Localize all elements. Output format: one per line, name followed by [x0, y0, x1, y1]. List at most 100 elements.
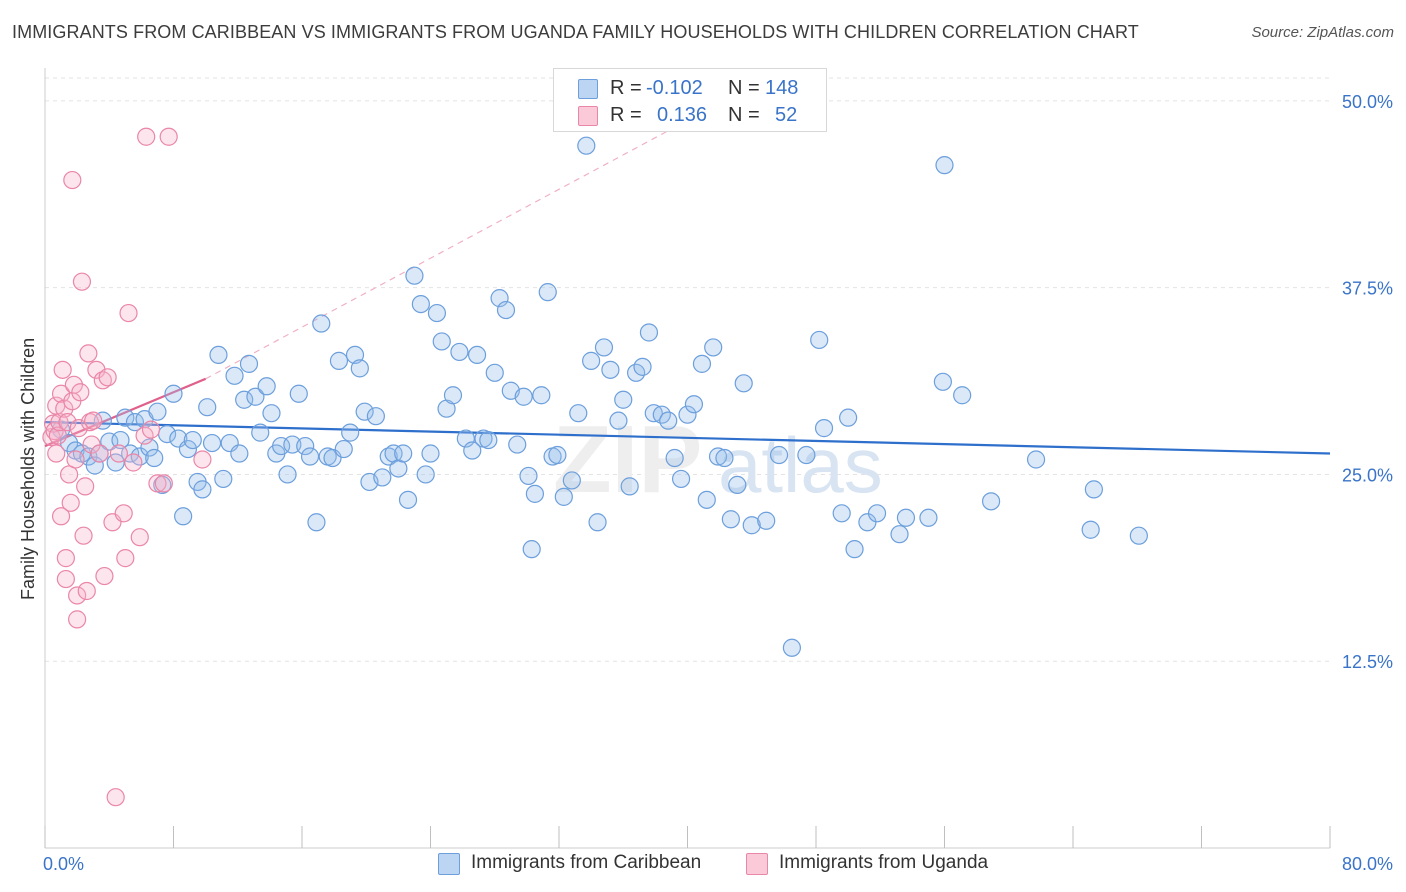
- data-point-caribbean: [582, 351, 601, 370]
- data-point-caribbean: [554, 487, 573, 506]
- data-point-caribbean: [1129, 526, 1148, 545]
- series-legend-label-caribbean: Immigrants from Caribbean: [471, 852, 702, 873]
- data-point-uganda: [71, 383, 90, 402]
- data-point-caribbean: [692, 354, 712, 373]
- data-point-caribbean: [810, 330, 829, 350]
- data-point-caribbean: [193, 480, 212, 499]
- data-point-caribbean: [116, 408, 135, 427]
- data-point-uganda: [141, 420, 161, 439]
- data-point-caribbean: [577, 136, 596, 155]
- data-point-caribbean: [609, 411, 628, 430]
- data-point-caribbean: [296, 436, 315, 456]
- watermark: ZIP atlas: [553, 406, 883, 513]
- data-point-caribbean: [379, 447, 398, 466]
- data-point-caribbean: [178, 439, 198, 459]
- data-point-caribbean: [239, 354, 259, 373]
- y-axis-label: Family Households with Children: [18, 337, 38, 600]
- data-point-caribbean: [230, 444, 249, 463]
- data-point-caribbean: [684, 395, 704, 414]
- data-point-uganda: [56, 549, 75, 568]
- data-point-caribbean: [671, 469, 691, 489]
- data-point-caribbean: [845, 540, 864, 559]
- data-point-caribbean: [366, 407, 385, 426]
- legend-n-label: N =: [728, 77, 760, 99]
- data-point-caribbean: [896, 508, 916, 527]
- data-point-caribbean: [757, 511, 776, 530]
- data-point-caribbean: [715, 448, 734, 468]
- data-point-uganda: [98, 368, 117, 387]
- data-point-caribbean: [697, 490, 716, 509]
- data-point-caribbean: [620, 477, 639, 496]
- data-point-caribbean: [329, 351, 349, 370]
- y-tick-label: 50.0%: [1342, 92, 1393, 112]
- data-point-caribbean: [398, 490, 418, 509]
- data-point-caribbean: [532, 386, 551, 405]
- data-point-caribbean: [981, 492, 1001, 511]
- data-point-caribbean: [548, 445, 567, 465]
- data-point-caribbean: [350, 359, 369, 378]
- legend-row-uganda: R = 0.136 N = 52: [554, 102, 826, 128]
- legend-r-label: R =: [610, 77, 642, 99]
- data-point-uganda: [116, 549, 135, 568]
- legend-r-value-uganda: 0.136: [657, 104, 708, 126]
- data-point-caribbean: [111, 430, 130, 450]
- data-point-uganda: [119, 303, 138, 323]
- data-point-caribbean: [450, 342, 469, 362]
- data-point-caribbean: [721, 510, 740, 529]
- data-point-caribbean: [183, 430, 202, 450]
- data-point-caribbean: [443, 386, 463, 405]
- chart-title: IMMIGRANTS FROM CARIBBEAN VS IMMIGRANTS …: [12, 22, 1139, 42]
- data-point-caribbean: [890, 525, 909, 544]
- data-point-uganda: [130, 528, 149, 547]
- data-point-caribbean: [432, 332, 451, 351]
- data-point-caribbean: [633, 357, 652, 376]
- data-point-caribbean: [839, 408, 858, 427]
- x-tick-label-min: 0.0%: [43, 854, 84, 874]
- data-point-caribbean: [174, 507, 193, 526]
- data-point-uganda: [51, 507, 71, 526]
- data-point-caribbean: [538, 283, 557, 302]
- data-point-caribbean: [198, 398, 217, 417]
- data-point-caribbean: [742, 516, 761, 535]
- data-point-caribbean: [405, 266, 424, 285]
- data-point-caribbean: [278, 465, 297, 484]
- data-point-caribbean: [588, 513, 607, 532]
- legend-n-value-caribbean: 148: [765, 77, 799, 99]
- legend-r-label: R =: [610, 104, 642, 126]
- data-point-caribbean: [225, 366, 244, 385]
- data-point-caribbean: [639, 323, 659, 342]
- data-point-uganda: [79, 344, 98, 363]
- data-point-uganda: [58, 413, 77, 432]
- data-point-caribbean: [300, 447, 320, 466]
- data-point-caribbean: [519, 466, 538, 486]
- data-point-caribbean: [411, 295, 430, 314]
- legend-swatch-uganda: [578, 106, 598, 126]
- data-point-caribbean: [312, 314, 331, 333]
- data-point-uganda: [76, 477, 95, 496]
- data-point-uganda: [90, 444, 109, 463]
- data-point-uganda: [93, 371, 112, 390]
- data-point-uganda: [84, 411, 103, 430]
- data-point-caribbean: [209, 345, 228, 365]
- data-point-caribbean: [562, 471, 581, 490]
- data-point-caribbean: [164, 384, 183, 403]
- legend-r-value-caribbean: -0.102: [646, 77, 703, 99]
- legend-swatch-caribbean: [578, 79, 598, 99]
- data-point-caribbean: [797, 445, 816, 465]
- data-point-caribbean: [496, 300, 516, 320]
- data-point-caribbean: [85, 456, 104, 475]
- data-point-caribbean: [569, 404, 588, 423]
- data-point-uganda: [95, 566, 114, 586]
- data-point-uganda: [148, 474, 167, 493]
- data-point-uganda: [109, 444, 128, 463]
- data-point-caribbean: [262, 404, 281, 423]
- data-point-uganda: [193, 450, 212, 469]
- data-point-caribbean: [373, 468, 392, 487]
- data-point-caribbean: [1084, 480, 1103, 499]
- data-point-caribbean: [522, 540, 541, 559]
- data-point-uganda: [69, 419, 88, 438]
- data-point-uganda: [43, 414, 63, 433]
- data-point-caribbean: [708, 447, 728, 466]
- data-point-caribbean: [919, 508, 938, 527]
